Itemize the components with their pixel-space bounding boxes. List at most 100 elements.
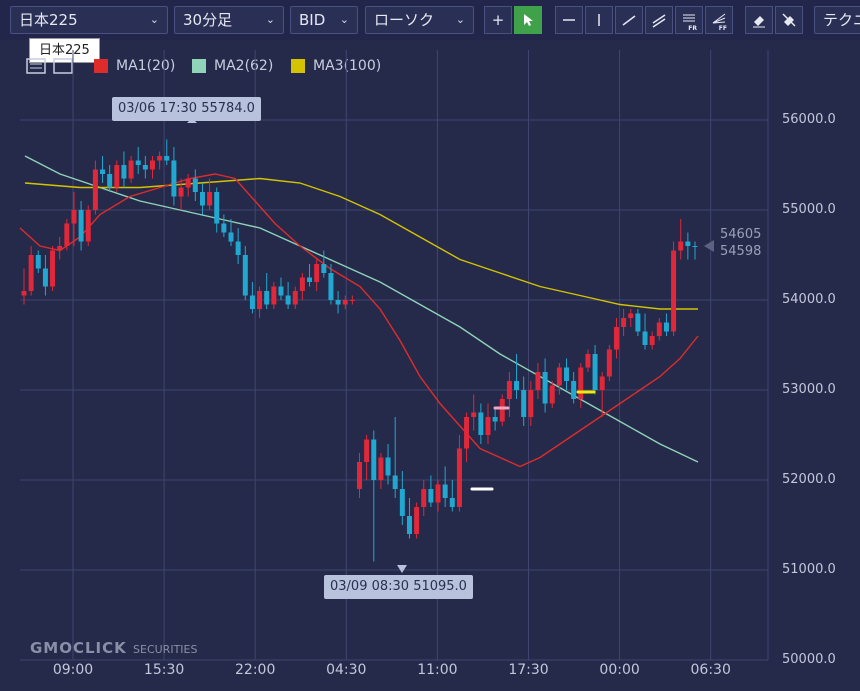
technical-menu-label: テクニ [823, 11, 860, 29]
candle-body [564, 367, 570, 381]
candle-body [499, 399, 505, 422]
parallel-lines-tool-button[interactable] [645, 6, 673, 34]
chart-list-icon [26, 58, 73, 74]
candle-body [78, 210, 84, 242]
candle-body [578, 367, 584, 399]
candle-body [378, 457, 384, 480]
candle-body [242, 255, 248, 296]
candle-body [528, 390, 534, 417]
candle-body [235, 241, 241, 255]
interval-dropdown[interactable]: 30分足 ⌄ [174, 6, 284, 34]
candle-body [228, 232, 234, 242]
crosshair-tool-button[interactable]: + [484, 6, 512, 34]
candle-body [349, 300, 355, 301]
candle-body [456, 448, 462, 507]
candle-body [128, 160, 134, 179]
x-tick-label: 06:30 [690, 662, 731, 678]
candle-body [542, 372, 548, 404]
x-tick-label: 22:00 [235, 662, 276, 678]
candle-body [71, 210, 77, 224]
clear-all-button[interactable] [775, 6, 803, 34]
candle-body [506, 381, 512, 399]
gmo-click-logo: GMOCLICK SECURITIES [30, 639, 197, 657]
candle-body [207, 192, 213, 206]
x-tick-label: 15:30 [143, 662, 185, 678]
candle-body [121, 165, 127, 179]
candle-body [299, 277, 305, 291]
candle-body [64, 223, 70, 246]
symbol-dropdown[interactable]: 日本225 ⌄ [10, 6, 168, 34]
ma2-line [24, 155, 699, 463]
y-tick-label: 53000.0 [782, 382, 836, 397]
interval-label: 30分足 [183, 11, 233, 29]
candle-body [192, 178, 198, 192]
x-tick-label: 00:00 [599, 662, 640, 678]
candle-body [556, 367, 562, 386]
legend-ma3-label: MA3(100) [313, 58, 382, 74]
legend-ma2-label: MA2(62) [214, 58, 274, 74]
fibonacci-fan-tool-button[interactable]: FF [705, 6, 733, 34]
fibonacci-retracement-icon [683, 14, 695, 22]
price-type-label: BID [299, 11, 326, 29]
candle-body [692, 246, 698, 247]
candle-body [185, 178, 191, 188]
chevron-down-icon: ⌄ [455, 13, 465, 26]
candle-body [271, 286, 277, 305]
candle-body [606, 349, 612, 377]
trend-line-icon [622, 15, 636, 26]
y-tick-label: 52000.0 [782, 472, 836, 487]
logo-sub: SECURITIES [133, 643, 198, 656]
x-tick-label: 09:00 [52, 662, 94, 678]
low-marker-icon [397, 565, 407, 573]
fibonacci-retracement-tool-button[interactable]: FR [675, 6, 703, 34]
trend-line-tool-button[interactable] [615, 6, 643, 34]
cursor-arrow-icon [524, 14, 533, 26]
candle-body [642, 331, 648, 345]
candle-body [635, 313, 641, 332]
candle-body [28, 255, 34, 291]
current-price-lower: 54598 [720, 244, 762, 259]
candle-body [471, 412, 477, 417]
ma1-line [19, 173, 699, 468]
candle-body [199, 192, 205, 206]
candle-body [342, 300, 348, 305]
legend-ma1: MA1(20) [94, 55, 175, 77]
candle-body [278, 286, 284, 296]
candle-body [678, 241, 684, 251]
candle-body [514, 381, 520, 390]
chart-style-dropdown[interactable]: ローソク ⌄ [365, 6, 474, 34]
candle-body [21, 291, 27, 296]
candle-body [406, 516, 412, 534]
price-type-dropdown[interactable]: BID ⌄ [290, 6, 358, 34]
candle-body [264, 291, 270, 305]
horizontal-line-tool-button[interactable] [555, 6, 583, 34]
toolbar: 日本225 ⌄ 30分足 ⌄ BID ⌄ ローソク ⌄ + FR FF [0, 0, 860, 40]
legend-ma2: MA2(62) [192, 55, 273, 77]
candle-body [335, 300, 341, 305]
eraser-button[interactable] [745, 6, 773, 34]
candle-body [357, 462, 362, 489]
candle-body [621, 318, 627, 327]
candle-body [50, 250, 56, 287]
candle-body [307, 277, 313, 282]
legend-toggle[interactable] [26, 55, 74, 77]
x-tick-label: 04:30 [326, 662, 367, 678]
candle-body [149, 160, 155, 170]
technical-menu-button[interactable]: テクニ [814, 6, 860, 34]
candle-body [135, 160, 141, 165]
vertical-line-tool-button[interactable] [585, 6, 613, 34]
candle-body [321, 264, 327, 273]
y-tick-label: 55000.0 [782, 202, 836, 217]
candle-body [399, 489, 405, 516]
candle-body [214, 192, 220, 224]
candle-body [249, 295, 255, 309]
candle-body [549, 385, 555, 404]
legend-ma3: MA3(100) [291, 55, 381, 77]
candle-body [92, 169, 98, 210]
eraser-icon [753, 16, 765, 28]
candle-body [314, 264, 320, 282]
candle-body [100, 169, 106, 174]
pointer-tool-button[interactable] [514, 6, 542, 34]
chart-style-label: ローソク [374, 11, 435, 29]
chevron-down-icon: ⌄ [149, 13, 159, 26]
